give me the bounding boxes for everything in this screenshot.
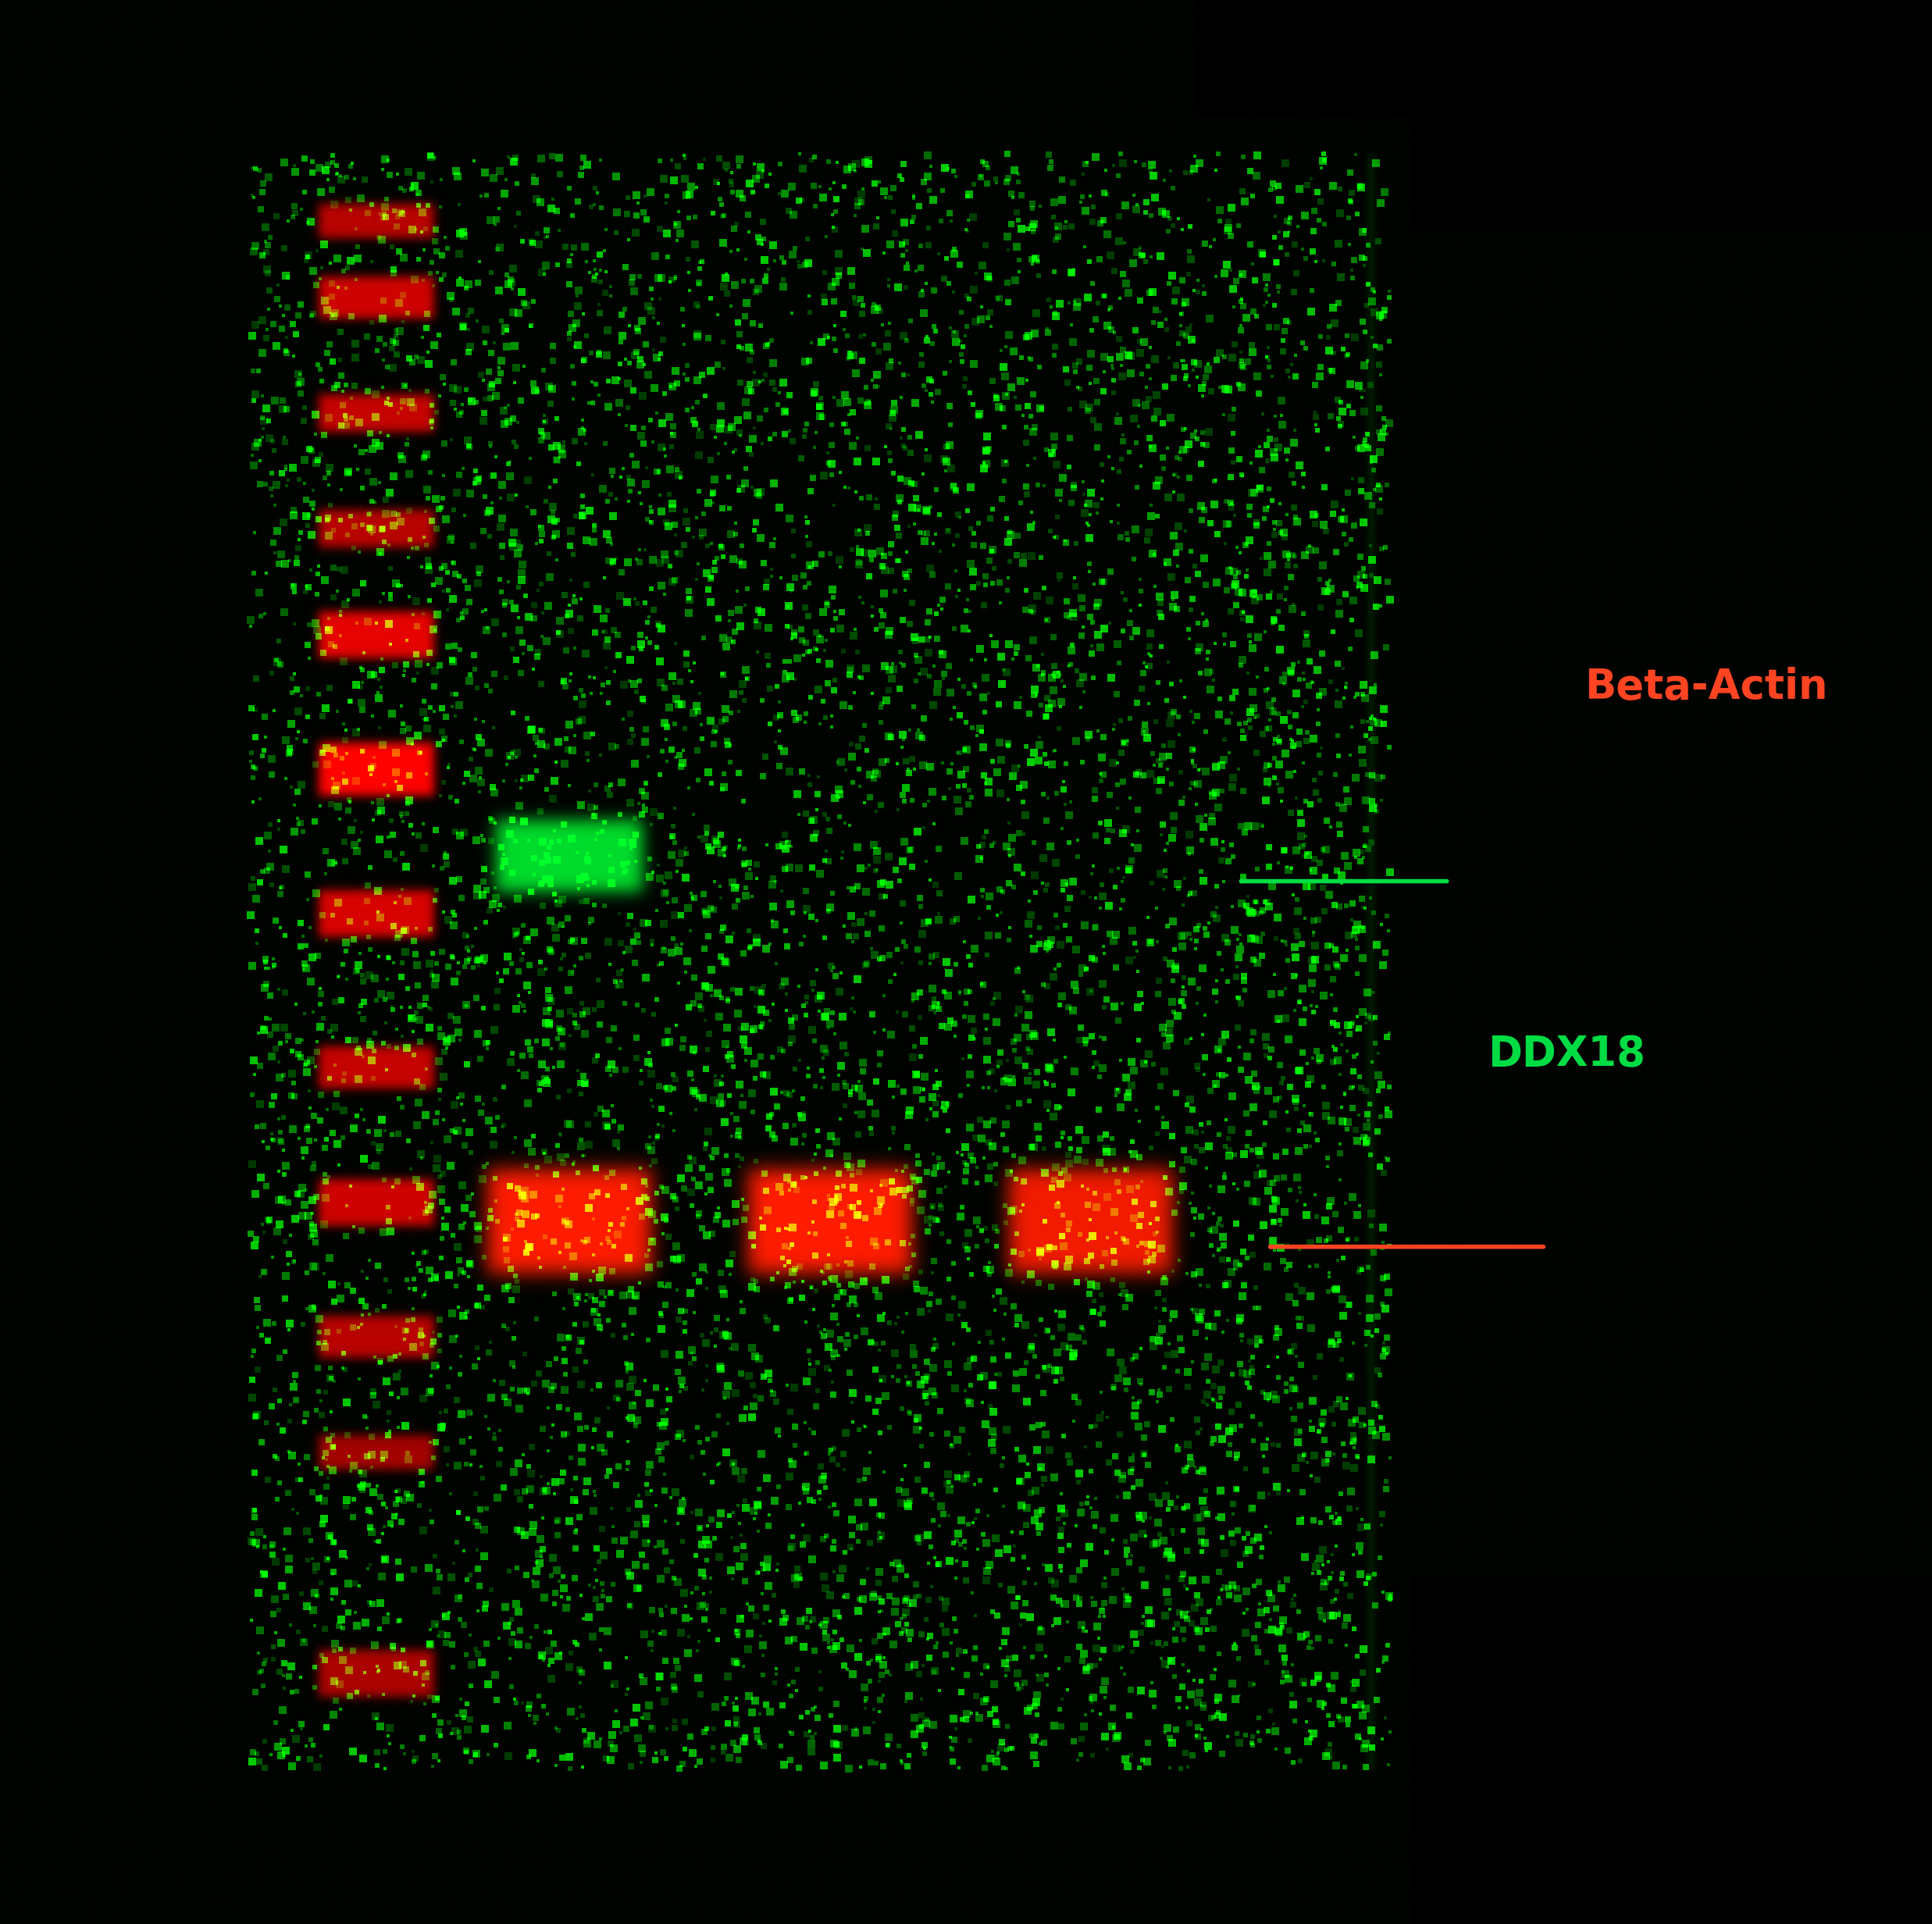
Text: Beta-Actin: Beta-Actin [1584,666,1828,708]
Text: DDX18: DDX18 [1488,1033,1646,1076]
